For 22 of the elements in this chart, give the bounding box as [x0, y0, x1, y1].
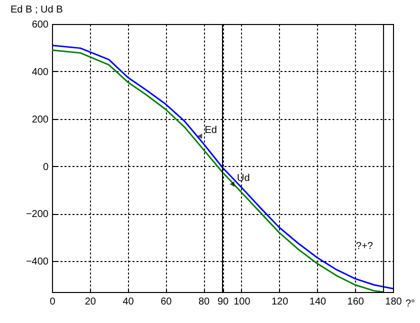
x-axis-title: ?° — [406, 298, 416, 310]
x-tick-label: 80 — [198, 296, 210, 308]
y-tick-label: 600 — [32, 20, 49, 30]
y-tick-label: −200 — [26, 209, 49, 220]
x-tick-label: 120 — [271, 296, 289, 308]
annotation: Ed — [204, 125, 217, 136]
annotation: Ud — [236, 173, 250, 184]
x-tick-label: 100 — [234, 296, 251, 308]
x-tick-label: 20 — [84, 296, 96, 308]
y-tick-label: 400 — [32, 66, 49, 78]
annotation: ?+? — [356, 241, 374, 252]
x-tick-label: 180 — [385, 296, 402, 308]
y-axis-title: Ed B ; Ud B — [10, 4, 64, 16]
x-tick-label: 140 — [309, 296, 326, 308]
y-tick-label: 200 — [32, 114, 49, 126]
x-tick-label: 60 — [160, 296, 172, 308]
x-tick-label: 160 — [347, 296, 364, 308]
x-tick-label: 0 — [50, 296, 56, 308]
x-tick-label: 90 — [217, 296, 229, 308]
x-tick-label: 40 — [122, 296, 134, 308]
y-tick-label: −400 — [26, 256, 49, 268]
y-tick-label: 0 — [42, 162, 49, 173]
